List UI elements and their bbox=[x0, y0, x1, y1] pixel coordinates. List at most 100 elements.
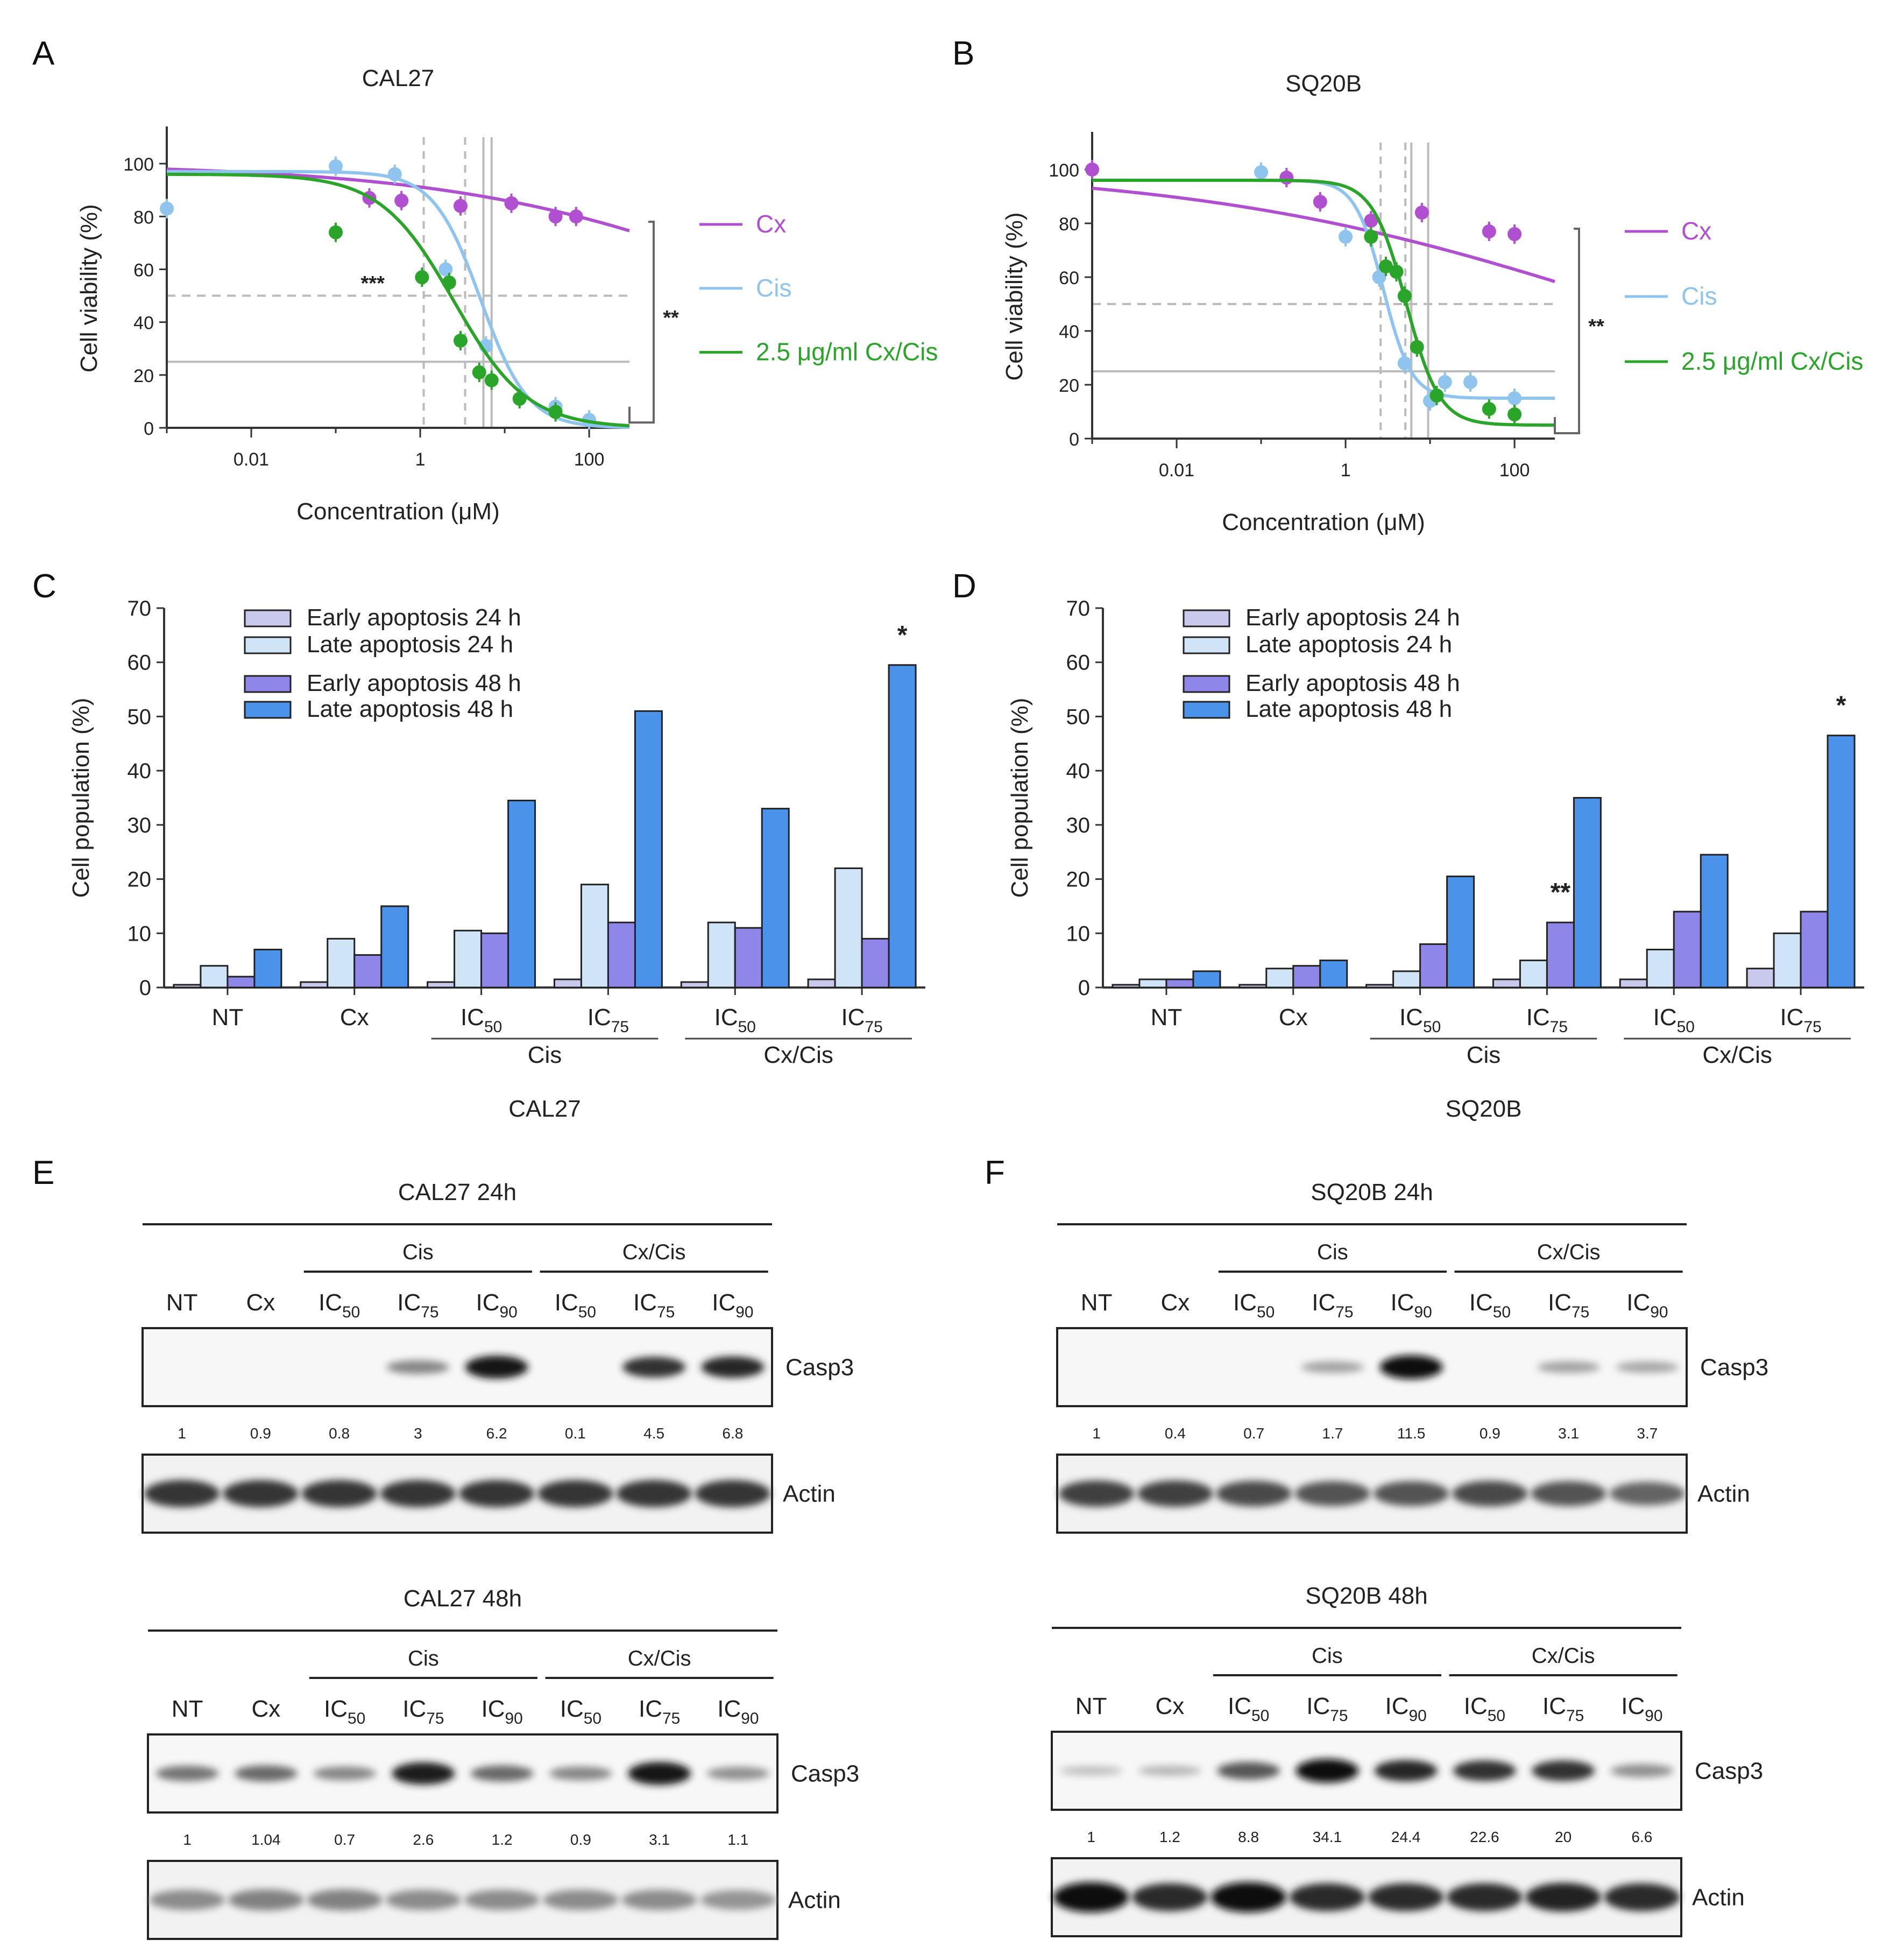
y-tick-label: 100 bbox=[123, 154, 154, 175]
data-point-cx bbox=[1279, 171, 1294, 185]
target-band bbox=[234, 1765, 298, 1782]
quantification-value: 1 bbox=[178, 1425, 186, 1442]
lane-label-main: IC bbox=[712, 1289, 735, 1316]
quantification-value: 1.2 bbox=[492, 1831, 513, 1848]
x-tick-label-sub: 75 bbox=[1803, 1018, 1821, 1036]
dose-response-chart-a: CAL27 0 20 40 60 80 100 0.01 1 100 Concentration (… bbox=[76, 65, 938, 525]
lane-label: IC50 bbox=[560, 1696, 601, 1727]
lane-label: IC50 bbox=[1233, 1289, 1275, 1321]
bar-chart-d: 0 10 20 30 40 50 60 70 Cell population (%) NT Cx IC… bbox=[1007, 597, 1864, 1122]
bar-early24 bbox=[680, 981, 709, 989]
significance-marker: *** bbox=[361, 272, 385, 295]
quantification-value: 22.6 bbox=[1470, 1829, 1499, 1845]
quantification-value: 20 bbox=[1555, 1829, 1572, 1845]
y-tick-label: 80 bbox=[1059, 214, 1079, 235]
quantification-value: 24.4 bbox=[1391, 1829, 1421, 1845]
lane-label-sub: 75 bbox=[662, 1710, 680, 1727]
lane-label: IC50 bbox=[318, 1289, 360, 1321]
lane-label-sub: 50 bbox=[1488, 1707, 1505, 1725]
significance-marker: * bbox=[897, 621, 908, 650]
group-label: Cx/Cis bbox=[1702, 1042, 1772, 1068]
loading-band bbox=[1058, 1480, 1135, 1507]
target-band bbox=[1217, 1762, 1280, 1780]
bar-early48 bbox=[227, 976, 256, 989]
quantification-value: 1.7 bbox=[1322, 1425, 1343, 1442]
legend-label: Early apoptosis 24 h bbox=[1245, 604, 1460, 631]
quantification-value: 3 bbox=[414, 1425, 422, 1442]
bar-late24 bbox=[1265, 968, 1294, 989]
loading-band bbox=[301, 1480, 377, 1507]
target-label: Casp3 bbox=[785, 1355, 854, 1381]
bar-early48 bbox=[1546, 921, 1575, 989]
bar-late24 bbox=[580, 884, 609, 989]
lane-label-main: IC bbox=[1621, 1693, 1645, 1719]
legend-label: Late apoptosis 48 h bbox=[307, 696, 513, 722]
y-tick-label: 30 bbox=[1066, 814, 1091, 837]
bar-late48 bbox=[507, 800, 536, 989]
data-point-cis bbox=[1397, 356, 1412, 370]
x-tick-label-main: IC bbox=[714, 1004, 738, 1031]
bar-late24 bbox=[1138, 978, 1167, 989]
group-label: Cis bbox=[1317, 1240, 1348, 1264]
bar-early24 bbox=[1619, 978, 1648, 989]
quantification-value: 3.1 bbox=[1558, 1425, 1579, 1442]
x-tick-label: NT bbox=[1151, 1004, 1183, 1031]
quantification-value: 11.5 bbox=[1397, 1425, 1425, 1442]
legend-swatch-late24 bbox=[1183, 636, 1230, 654]
data-point-combo bbox=[1378, 259, 1393, 273]
lane-label-sub: 50 bbox=[584, 1710, 601, 1727]
lane-label-main: IC bbox=[1390, 1289, 1414, 1316]
blot-title: SQ20B 48h bbox=[1305, 1583, 1428, 1609]
legend-label: Early apoptosis 48 h bbox=[1245, 670, 1460, 696]
lane-label: IC75 bbox=[633, 1289, 675, 1321]
y-tick-label: 50 bbox=[128, 705, 152, 729]
x-tick-label-main: IC bbox=[841, 1004, 865, 1031]
quantification-value: 1 bbox=[183, 1831, 192, 1848]
target-band bbox=[1532, 1760, 1595, 1781]
group-label: Cx/Cis bbox=[1532, 1644, 1595, 1668]
data-point-cx bbox=[1313, 195, 1327, 209]
lane-label-sub: 50 bbox=[342, 1303, 360, 1321]
bar-early24 bbox=[1112, 984, 1141, 989]
loading-band bbox=[1373, 1481, 1449, 1506]
lane-label-main: Cx bbox=[246, 1289, 275, 1316]
bar-late48 bbox=[1446, 876, 1475, 989]
target-band bbox=[1610, 1764, 1674, 1777]
target-band bbox=[1301, 1361, 1364, 1373]
lane-label-main: IC bbox=[481, 1696, 505, 1722]
lane-label-sub: 90 bbox=[505, 1710, 522, 1727]
bar-late48 bbox=[253, 949, 282, 989]
lane-label-sub: 90 bbox=[1414, 1303, 1432, 1321]
lane-label: Cx bbox=[251, 1696, 280, 1722]
loading-band bbox=[149, 1889, 225, 1910]
bar-early48 bbox=[734, 927, 763, 989]
lane-label: IC75 bbox=[1312, 1289, 1353, 1321]
target-label: Casp3 bbox=[1700, 1355, 1768, 1381]
panel-letter-e: E bbox=[32, 1154, 54, 1191]
legend-swatch-early48 bbox=[1183, 675, 1230, 693]
legend-swatch-early24 bbox=[1183, 609, 1230, 627]
x-axis-label: Concentration (μM) bbox=[296, 498, 499, 525]
bar-early48 bbox=[607, 921, 636, 989]
significance-bracket bbox=[1554, 228, 1580, 434]
bar-early24 bbox=[553, 978, 582, 989]
data-point-cx bbox=[504, 196, 519, 210]
bar-late24 bbox=[327, 937, 356, 989]
x-tick-label: 1 bbox=[1341, 460, 1351, 481]
loading-label: Actin bbox=[788, 1887, 841, 1914]
loading-band bbox=[621, 1889, 697, 1910]
bar-late48 bbox=[1192, 970, 1221, 989]
lane-label-main: Cx bbox=[251, 1696, 280, 1722]
panel-letter-b: B bbox=[952, 35, 974, 72]
target-band bbox=[1374, 1760, 1438, 1782]
x-tick-label-sub: 75 bbox=[1550, 1018, 1568, 1036]
data-point-combo bbox=[329, 225, 343, 239]
x-tick-label: Cx bbox=[340, 1004, 369, 1031]
lane-label: IC90 bbox=[1390, 1289, 1432, 1321]
lane-label-main: IC bbox=[639, 1696, 662, 1722]
loading-band bbox=[616, 1480, 692, 1507]
lane-label-main: IC bbox=[1385, 1693, 1408, 1719]
y-tick-label: 100 bbox=[1049, 160, 1079, 181]
y-tick-label: 10 bbox=[1066, 922, 1091, 946]
y-tick-label: 10 bbox=[128, 922, 152, 946]
